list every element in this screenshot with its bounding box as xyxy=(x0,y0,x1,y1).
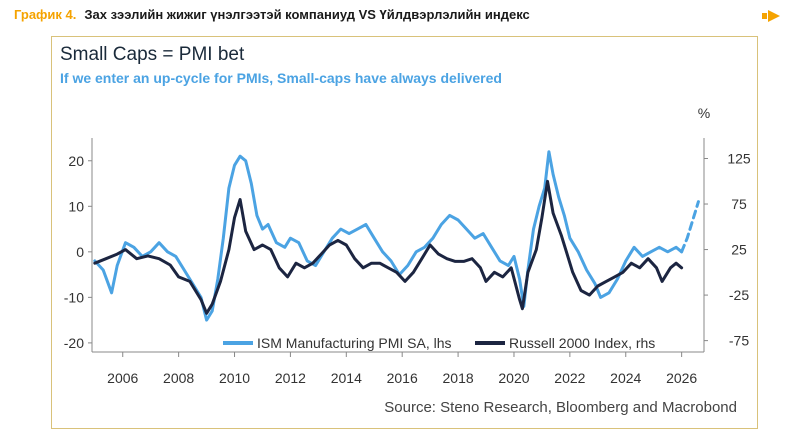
plot-frame xyxy=(91,138,705,353)
x-tick-label: 2018 xyxy=(443,370,474,386)
x-tick-label: 2020 xyxy=(498,370,529,386)
x-axis: 2006 2008 2010 2012 2014 2016 2018 2020 2022 2024… xyxy=(107,352,697,386)
chart-subtitle: If we enter an up-cycle for PMIs, Small-… xyxy=(60,70,502,86)
x-tick-label: 2024 xyxy=(610,370,641,386)
x-tick-label: 2016 xyxy=(387,370,418,386)
chart-legend: ISM Manufacturing PMI SA, lhs Russell 200… xyxy=(223,335,655,351)
chevron-right-icon xyxy=(762,10,780,22)
right-y-tick-label: 75 xyxy=(731,196,747,212)
right-y-tick-label: 25 xyxy=(731,242,747,258)
x-tick-label: 2010 xyxy=(219,370,250,386)
russell-2000-line xyxy=(93,179,684,315)
left-y-tick-label: -10 xyxy=(64,289,84,305)
ism-pmi-line xyxy=(93,150,684,322)
right-y-unit-label: % xyxy=(698,105,710,121)
chart-title: Small Caps = PMI bet xyxy=(60,44,245,65)
left-y-tick-label: 0 xyxy=(76,244,84,260)
figure-number: График 4. xyxy=(14,7,77,22)
figure-caption: График 4. Зах зээлийн жижиг үнэлгээтэй ко… xyxy=(14,7,530,22)
x-tick-label: 2012 xyxy=(275,370,306,386)
series-layer xyxy=(93,150,700,322)
x-tick-label: 2026 xyxy=(666,370,697,386)
chart-frame xyxy=(51,36,758,429)
x-tick-label: 2022 xyxy=(554,370,585,386)
right-y-tick-label: 125 xyxy=(727,150,751,166)
left-y-tick-label: 10 xyxy=(68,198,84,214)
left-y-tick-label: -20 xyxy=(64,335,84,351)
legend-russell-2000-label: Russell 2000 Index, rhs xyxy=(509,335,655,351)
right-y-tick-label: -25 xyxy=(729,287,749,303)
x-tick-label: 2006 xyxy=(107,370,138,386)
left-y-tick-label: 20 xyxy=(68,153,84,169)
figure-caption-text: Зах зээлийн жижиг үнэлгээтэй компаниуд V… xyxy=(84,7,530,22)
left-y-axis: 20 10 0 -10 -20 xyxy=(64,153,92,351)
source-note: Source: Steno Research, Bloomberg and Ma… xyxy=(384,399,737,416)
right-y-tick-label: -75 xyxy=(729,333,749,349)
legend-ism-pmi-label: ISM Manufacturing PMI SA, lhs xyxy=(257,335,452,351)
pmi-projection-line xyxy=(680,200,700,254)
x-tick-label: 2008 xyxy=(163,370,194,386)
x-tick-label: 2014 xyxy=(331,370,362,386)
right-y-axis: 125 75 25 -25 -75% xyxy=(698,105,751,349)
